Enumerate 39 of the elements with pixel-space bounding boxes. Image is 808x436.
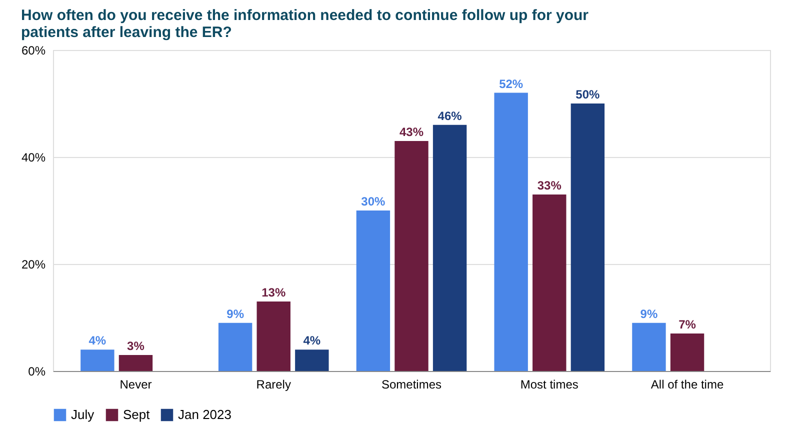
x-tick-label: Never <box>120 378 152 392</box>
bar <box>494 92 528 371</box>
data-label: 9% <box>640 306 658 321</box>
data-label: 13% <box>262 285 286 300</box>
bar <box>295 350 329 371</box>
data-label: 46% <box>438 108 462 123</box>
data-label: 50% <box>576 88 600 102</box>
bar <box>570 104 605 371</box>
y-tick-label: 0% <box>28 364 46 378</box>
bar <box>218 322 252 371</box>
data-label: 43% <box>399 124 424 139</box>
bar <box>80 350 114 371</box>
data-label: 4% <box>88 334 106 348</box>
bar <box>670 334 704 371</box>
legend-label: July <box>71 407 95 422</box>
data-label: 3% <box>127 338 145 353</box>
bar <box>432 124 467 371</box>
data-label: 9% <box>226 306 244 321</box>
x-tick-label: Rarely <box>256 378 291 392</box>
chart-title: How often do you receive the information needed to continue follow up for your patients after leaving the ER? <box>20 7 589 41</box>
x-tick-label: All of the time <box>650 378 724 392</box>
x-tick-label: Sometimes <box>381 378 442 392</box>
data-label: 4% <box>303 334 321 348</box>
bar <box>632 322 666 371</box>
data-label: 7% <box>678 318 696 332</box>
y-tick-label: 60% <box>21 44 46 58</box>
bar <box>118 354 153 371</box>
x-tick-label: Most times <box>520 378 578 392</box>
data-label: 30% <box>361 194 386 208</box>
y-tick-label: 40% <box>21 150 46 164</box>
legend-label: Jan 2023 <box>178 407 232 422</box>
bar <box>356 210 390 371</box>
data-label: 52% <box>499 76 524 91</box>
legend-label: Sept <box>123 407 150 422</box>
bar <box>256 301 290 371</box>
y-tick-label: 20% <box>21 258 46 272</box>
data-label: 33% <box>537 178 562 192</box>
bar <box>532 194 566 371</box>
bar <box>394 140 428 371</box>
